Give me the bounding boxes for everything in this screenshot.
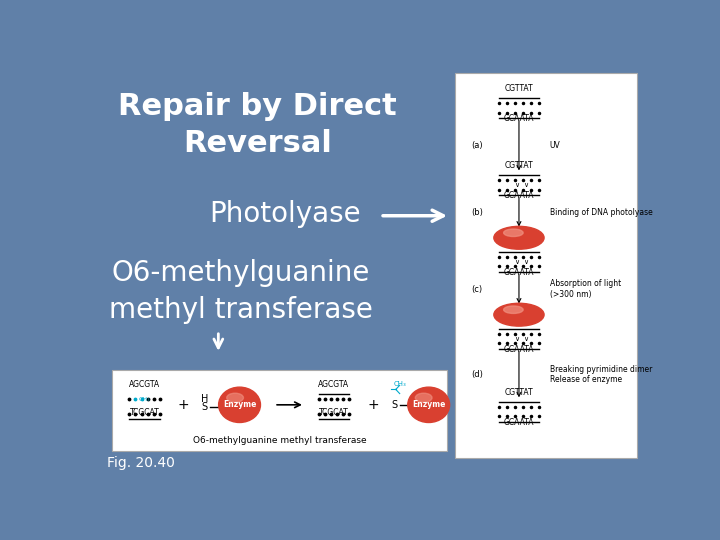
Text: methyl transferase: methyl transferase [109, 296, 372, 324]
Text: ∨: ∨ [523, 182, 528, 188]
Text: H: H [201, 394, 208, 404]
Text: TCGCAT: TCGCAT [130, 408, 160, 417]
Text: GCAATA: GCAATA [504, 114, 534, 123]
Text: Binding of DNA photolyase: Binding of DNA photolyase [550, 208, 652, 217]
Text: Breaking pyrimidine dimer
Release of enzyme: Breaking pyrimidine dimer Release of enz… [550, 365, 652, 384]
Text: Enzyme: Enzyme [223, 400, 256, 409]
Ellipse shape [494, 226, 544, 249]
Text: (d): (d) [472, 370, 483, 379]
Text: +: + [367, 398, 379, 412]
Text: Enzyme: Enzyme [412, 400, 446, 409]
Text: CGTTAT: CGTTAT [505, 315, 534, 324]
Ellipse shape [415, 393, 432, 402]
Text: ∨: ∨ [513, 182, 518, 188]
Ellipse shape [227, 393, 243, 402]
Text: Absorption of light
(>300 nm): Absorption of light (>300 nm) [550, 279, 621, 299]
Text: O6-methylguanine: O6-methylguanine [112, 259, 370, 287]
Ellipse shape [494, 303, 544, 326]
Text: ∨: ∨ [523, 336, 528, 342]
FancyBboxPatch shape [456, 73, 637, 458]
Text: AGCGTA: AGCGTA [318, 381, 349, 389]
Text: CH₃: CH₃ [393, 381, 406, 387]
Ellipse shape [503, 229, 523, 237]
Text: ∨: ∨ [513, 259, 518, 265]
Text: CH₃: CH₃ [139, 397, 150, 402]
Text: ∨: ∨ [513, 336, 518, 342]
Text: GCAATA: GCAATA [504, 191, 534, 200]
Text: GCAATA: GCAATA [504, 268, 534, 277]
Text: (c): (c) [472, 285, 483, 294]
Text: CGTTAT: CGTTAT [505, 388, 534, 397]
Text: Repair by Direct: Repair by Direct [118, 92, 397, 121]
Text: (a): (a) [472, 141, 483, 150]
Ellipse shape [503, 306, 523, 313]
Text: +: + [178, 398, 189, 412]
Text: GCAATA: GCAATA [504, 345, 534, 354]
Text: O6-methylguanine methyl transferase: O6-methylguanine methyl transferase [193, 436, 366, 445]
Text: UV: UV [550, 141, 561, 150]
Ellipse shape [408, 387, 449, 422]
Text: (b): (b) [472, 208, 483, 217]
Text: GCAATA: GCAATA [504, 418, 534, 427]
Ellipse shape [219, 387, 261, 422]
Text: ∨: ∨ [523, 259, 528, 265]
Text: Reversal: Reversal [183, 129, 332, 158]
Text: AGCGTA: AGCGTA [129, 381, 161, 389]
Text: Photolyase: Photolyase [210, 200, 361, 228]
FancyBboxPatch shape [112, 370, 447, 451]
Text: CGTTAT: CGTTAT [505, 84, 534, 93]
Text: TCGCAT: TCGCAT [319, 408, 348, 417]
Text: Fig. 20.40: Fig. 20.40 [107, 456, 175, 470]
Text: CGTTAT: CGTTAT [505, 161, 534, 171]
Text: S: S [391, 400, 397, 410]
Text: S: S [202, 402, 207, 412]
Text: CGTTAT: CGTTAT [505, 238, 534, 247]
